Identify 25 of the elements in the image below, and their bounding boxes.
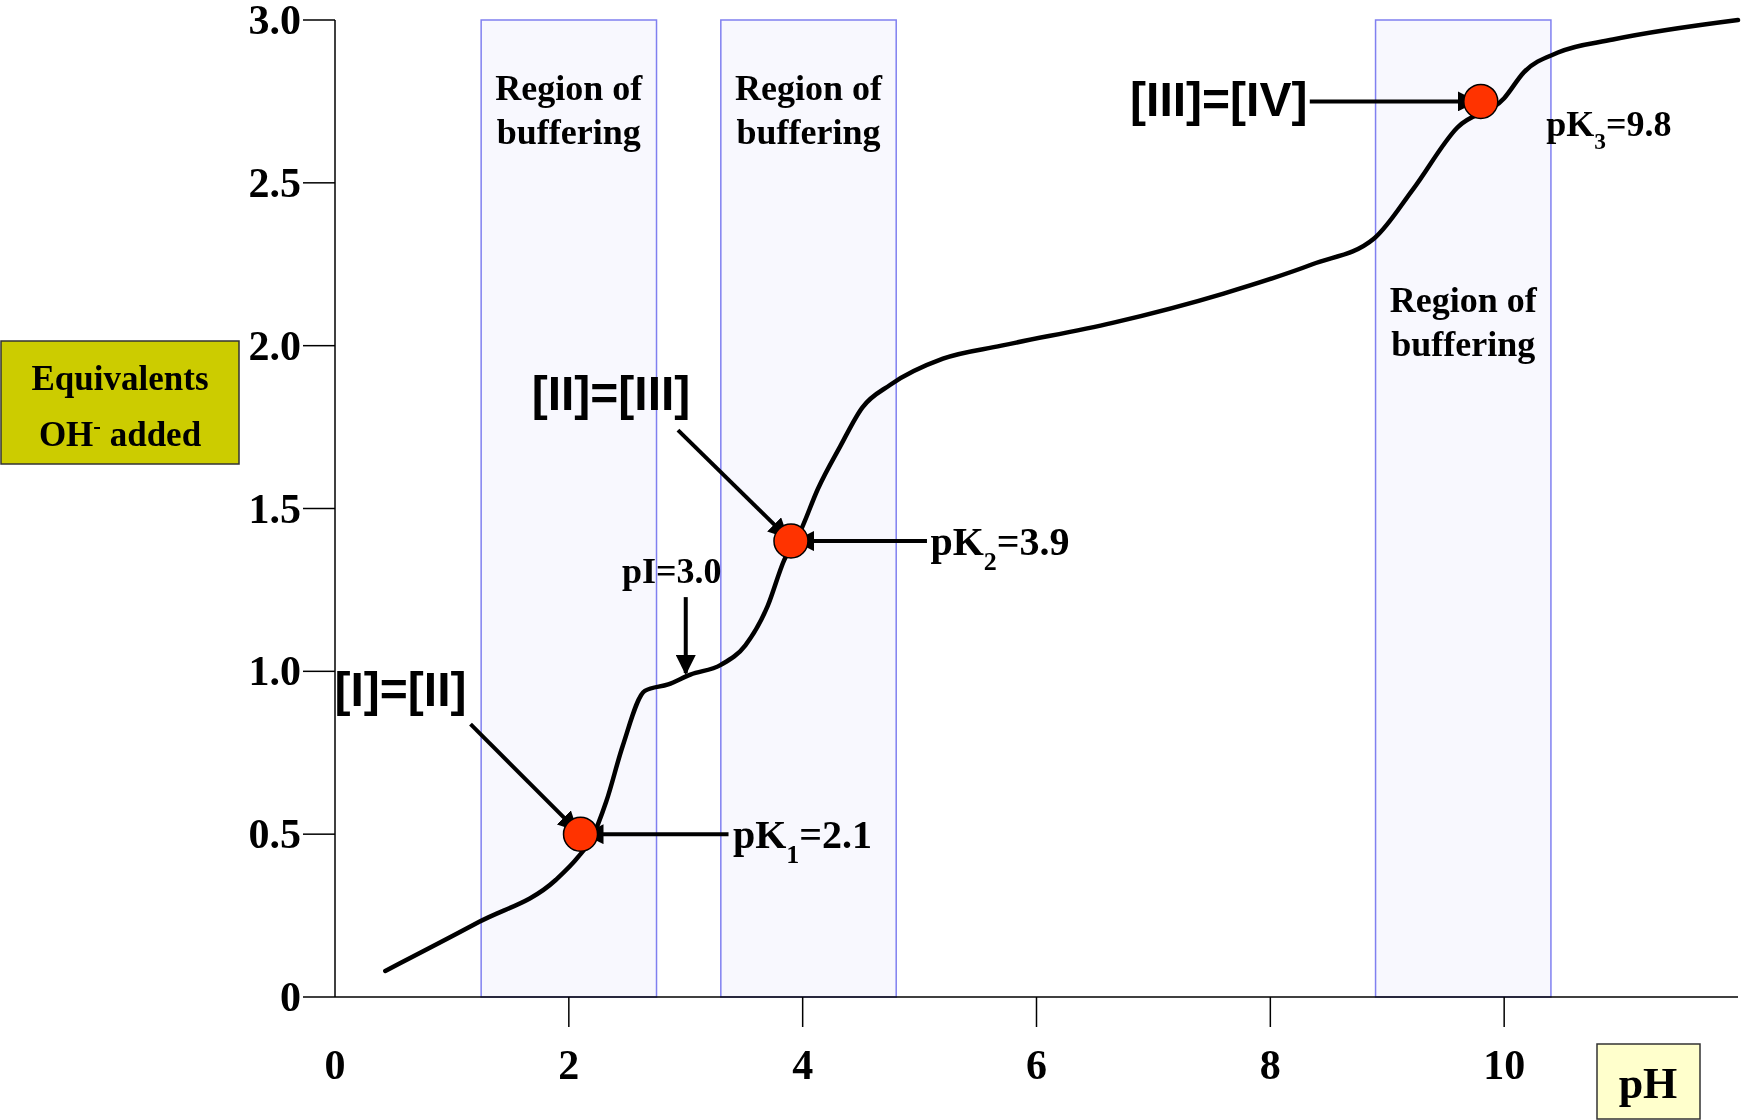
annotation: [II]=[III]	[531, 366, 691, 420]
annotation: pK$_{1}$=2.1	[732, 812, 873, 869]
annotation: [I]=[II]	[334, 662, 467, 716]
y-tick-label: 2.5	[248, 159, 301, 206]
y-tick-label: 3.0	[248, 0, 301, 43]
y-tick-label: 1.5	[248, 485, 301, 532]
x-tick-label: 6	[1026, 1042, 1047, 1088]
annotation: [III]=[IV]	[1130, 73, 1308, 127]
band-label: Region of buffering	[735, 68, 884, 152]
annotation: pI=3.0	[621, 550, 722, 591]
x-tick-label: 0	[324, 1042, 346, 1088]
y-tick-label: 2.0	[248, 322, 301, 369]
band-label: Region of buffering	[495, 68, 644, 152]
x-tick-label: 4	[792, 1042, 814, 1088]
band-label: Region of buffering	[1389, 280, 1538, 364]
y-tick-label: 1.0	[248, 648, 301, 695]
annotation: pK$_{2}$=3.9	[930, 519, 1070, 576]
y-tick-label: 0.5	[248, 811, 301, 858]
y-axis-title: Equivalents OH$^{-}$ added	[31, 359, 209, 454]
x-tick-label: 10	[1483, 1042, 1526, 1088]
y-tick-label: 0	[280, 974, 301, 1020]
annotation: pK$_{3}$=9.8	[1546, 104, 1672, 155]
x-tick-label: 8	[1259, 1042, 1281, 1088]
x-tick-label: 2	[558, 1042, 580, 1088]
x-axis-title: pH	[1618, 1059, 1678, 1108]
